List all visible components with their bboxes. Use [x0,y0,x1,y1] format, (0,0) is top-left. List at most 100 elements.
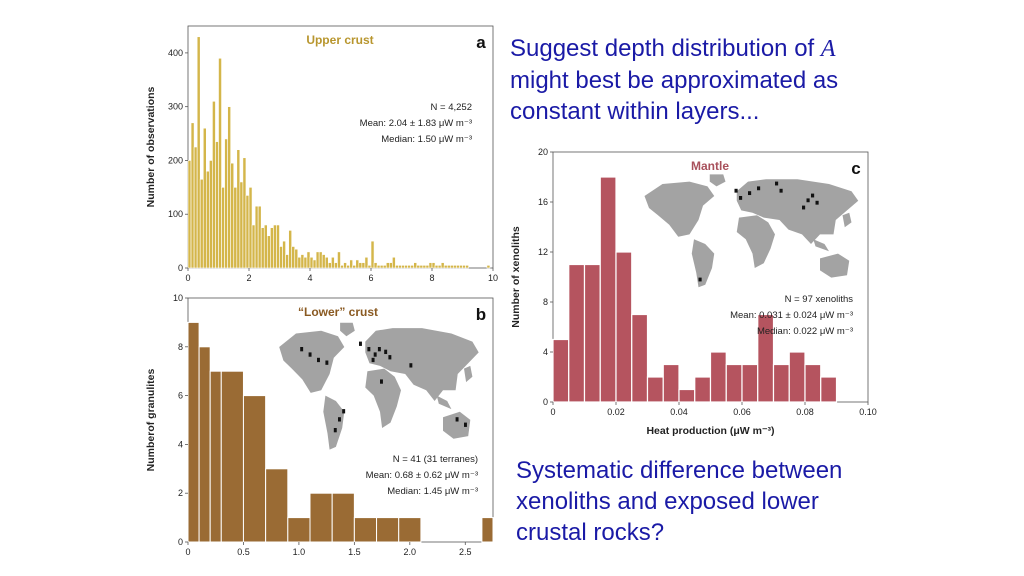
histogram-bar [465,265,469,269]
histogram-bar [340,265,344,269]
histogram-bar [287,517,311,543]
histogram-bar [309,256,314,269]
stat-line: Mean: 0.031 ± 0.024 μW m⁻³ [730,310,853,321]
world-map-sample-dot [748,191,752,196]
x-tick-label: 0.08 [796,407,814,417]
x-tick-label: 0 [185,273,190,283]
y-tick-label: 16 [538,197,548,207]
histogram-bar [434,265,439,269]
histogram-bar [242,395,267,543]
world-map-sample-dot [367,347,371,352]
x-tick-label: 2.0 [404,547,417,557]
histogram-bar [416,265,421,269]
x-axis-title: Heat production (μW m⁻³) [646,425,774,437]
histogram-bar [428,262,433,269]
histogram-bar [398,265,402,269]
histogram-bar [288,230,292,269]
x-tick-label: 1.5 [348,547,361,557]
histogram-bar [440,262,445,269]
world-map-sample-dot [802,205,806,210]
world-map-sample-dot [775,181,779,186]
chart-lower-crust-svg: 0 0.5 1.0 1.5 2.0 2.5 0 2 4 6 8 10 Numberof granulit… [145,293,494,557]
histogram-bar [248,187,253,269]
world-map-sample-dot [698,277,702,282]
world-map-sample-dot [815,200,819,205]
world-map-sample-dot [300,347,304,352]
histogram-bar [233,187,238,269]
histogram-bar [324,256,329,269]
caption-bottom-line3: crustal rocks? [516,519,665,546]
y-tick-label: 12 [538,247,548,257]
histogram-bar [462,265,466,269]
histogram-bar [328,262,332,269]
world-map-sample-dot [384,349,388,355]
histogram-bar [254,205,259,269]
stat-line: N = 41 (31 terranes) [393,454,478,465]
world-map-landmass [644,181,715,237]
histogram-bar [431,262,436,269]
caption-top-line1: Suggest depth distribution of A [510,35,836,62]
chart-lower-crust: 0 0.5 1.0 1.5 2.0 2.5 0 2 4 6 8 10 Numberof granulit… [140,290,505,560]
world-map-landmass [464,365,473,383]
histogram-bar [486,265,491,269]
world-map-sample-dot [377,347,381,352]
world-map-landmass [736,215,775,268]
histogram-bar [385,262,390,269]
histogram-bar [251,224,256,269]
x-tick-label: 6 [368,273,373,283]
world-map-sample-dot [757,186,761,191]
histogram-bar [599,176,617,403]
histogram-bar [273,224,277,269]
chart-upper-crust: 0 2 4 6 8 10 0 100 200 300 400 Number of observatio… [140,20,505,290]
x-tick-label: 8 [429,273,434,283]
histogram-bar [583,263,601,403]
world-map-sample-dot [338,417,341,422]
histogram-bar [382,265,387,269]
histogram-bar [459,265,463,269]
world-map-landmass [736,179,859,244]
histogram-bar [334,262,338,269]
histogram-bar [389,262,393,269]
histogram-bar [265,468,289,543]
histogram-bar [303,256,308,269]
world-map-landmass [365,368,401,428]
y-tick-label: 8 [178,342,183,352]
histogram-bar [331,256,335,269]
world-map [279,322,479,450]
histogram-bar [804,363,822,403]
world-map-sample-dot [325,360,329,365]
histogram-bar [370,240,375,269]
x-tick-label: 2.5 [459,547,472,557]
y-tick-label: 6 [178,391,183,401]
histogram-bar [373,262,378,269]
histogram-bar [245,195,250,269]
histogram-bar [343,262,347,269]
stat-line: Median: 0.022 μW m⁻³ [757,326,853,337]
histogram-bar [355,259,360,269]
world-map-sample-dot [373,352,377,357]
y-tick-label: 300 [168,102,183,112]
histogram-bar [379,265,384,269]
x-tick-label: 2 [246,273,251,283]
stat-line: Median: 1.50 μW m⁻³ [381,134,472,145]
caption-top-line2: might best be approximated as [510,67,839,94]
y-axis-title: Number of xenoliths [510,226,522,328]
histogram-bar [364,256,369,269]
world-map-sample-dot [308,352,312,357]
world-map-landmass [813,239,829,252]
histogram-bar [206,170,210,269]
histogram-bar [425,265,430,269]
panel-letter: a [476,33,486,52]
histogram-bar [422,265,427,269]
world-map-sample-dot [779,188,783,193]
histogram-bar [218,57,222,269]
histogram-bar [224,138,228,269]
caption-symbol: A [820,36,836,62]
x-tick-label: 1.0 [293,547,306,557]
world-map-landmass [436,395,452,410]
world-map-sample-dot [333,428,337,433]
histogram-bar [446,265,451,269]
histogram-bar [376,265,381,269]
caption-top-line3: constant within layers... [510,98,760,125]
histogram-bar [443,265,448,269]
